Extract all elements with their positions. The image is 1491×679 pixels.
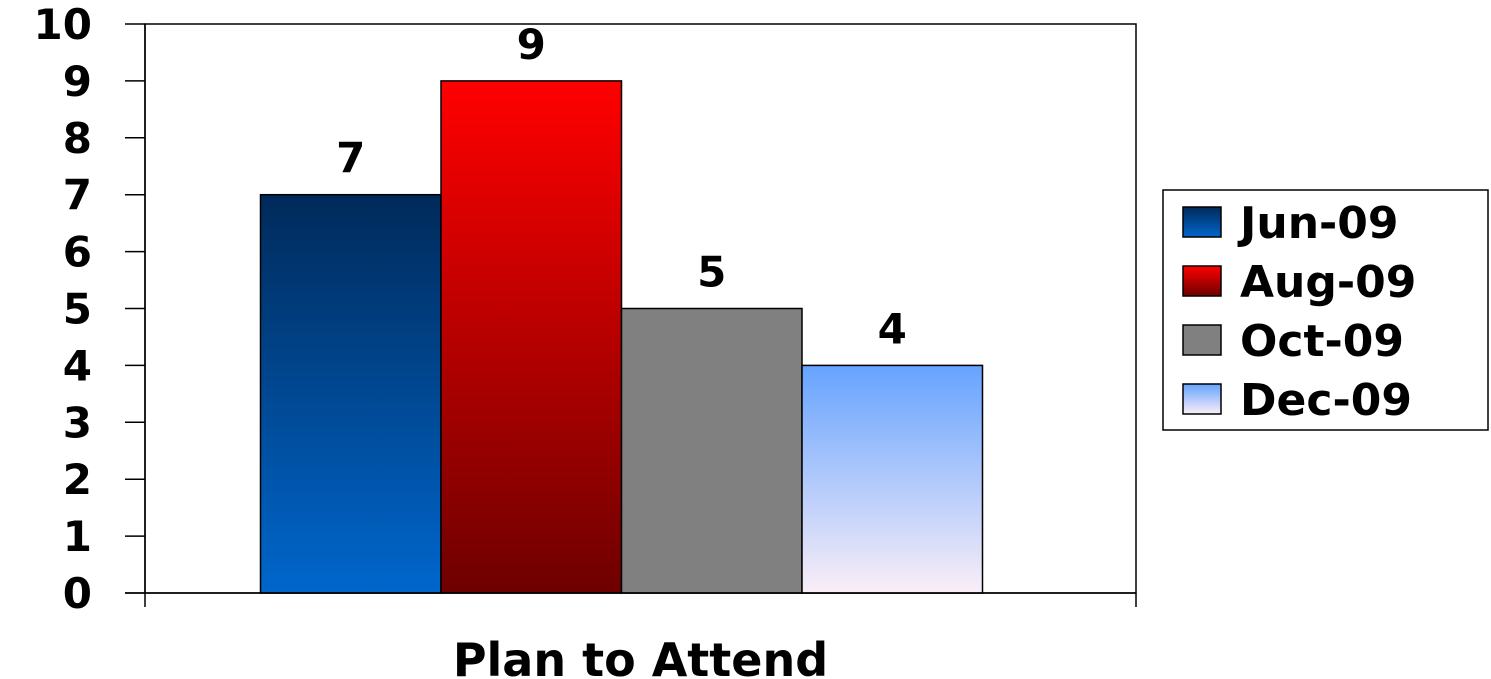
- legend-swatch: [1182, 383, 1222, 415]
- legend-label: Dec-09: [1240, 375, 1412, 426]
- y-tick-label: 7: [63, 171, 92, 220]
- data-label: 4: [878, 304, 907, 353]
- data-labels: 7 9 5 4: [336, 20, 907, 353]
- bar-aug-09: [440, 80, 623, 594]
- data-label: 7: [336, 134, 365, 183]
- y-tick-label: 4: [63, 341, 92, 390]
- y-tick-label: 9: [63, 57, 92, 106]
- legend-swatch: [1182, 324, 1222, 356]
- y-axis: 0 1 2 3 4 5 6 7 8 9 10: [34, 0, 146, 618]
- legend-label: Jun-09: [1237, 198, 1399, 249]
- y-tick-label: 10: [34, 0, 92, 49]
- bar-jun-09: [259, 193, 442, 594]
- y-tick-label: 3: [63, 398, 92, 447]
- legend-swatch: [1182, 206, 1222, 238]
- data-label: 9: [517, 20, 546, 69]
- y-tick-label: 1: [63, 512, 92, 561]
- y-tick-label: 5: [63, 285, 92, 334]
- x-category-label: Plan to Attend: [453, 633, 828, 679]
- data-label: 5: [697, 248, 726, 297]
- bar-oct-09: [620, 307, 803, 594]
- bar-dec-09: [801, 364, 984, 594]
- legend-label: Aug-09: [1240, 257, 1416, 308]
- y-tick-label: 2: [63, 455, 92, 504]
- legend-label: Oct-09: [1240, 316, 1404, 367]
- x-axis: Plan to Attend: [125, 592, 1137, 679]
- y-tick-label: 6: [63, 228, 92, 277]
- bars: [259, 80, 984, 594]
- y-tick-label: 0: [63, 569, 92, 618]
- legend: Jun-09 Aug-09 Oct-09 Dec-09: [1162, 189, 1489, 431]
- y-tick-label: 8: [63, 114, 92, 163]
- legend-swatch: [1182, 265, 1222, 297]
